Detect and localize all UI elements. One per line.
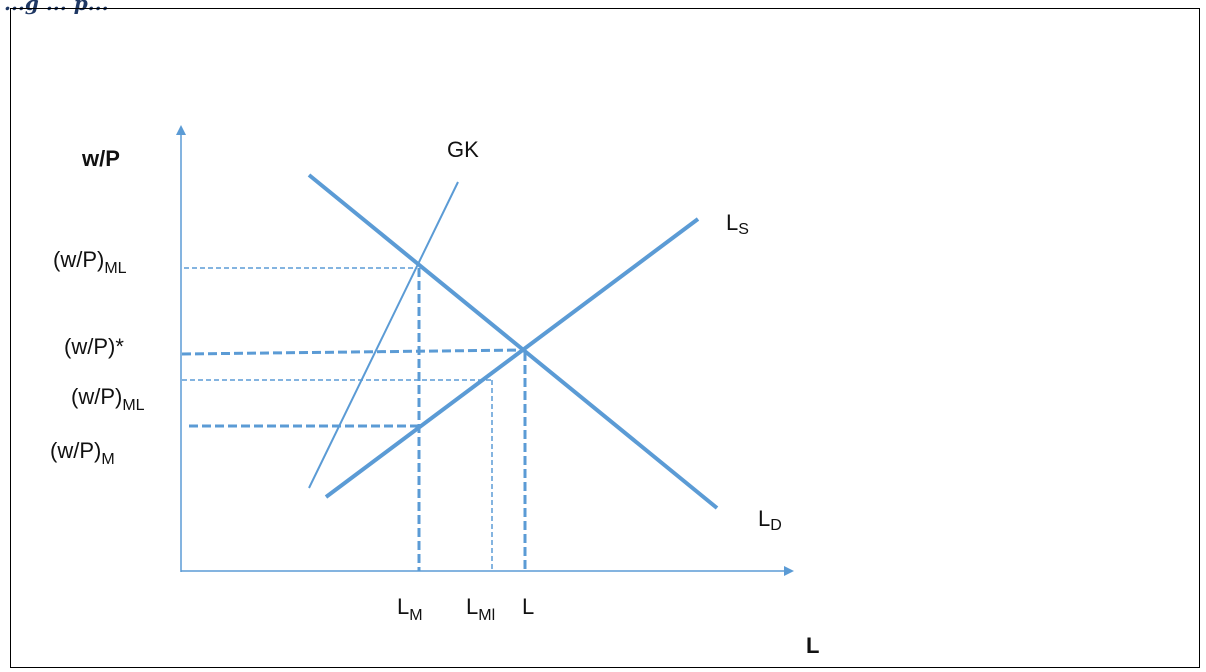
- y-label-star: (w/P)*: [64, 334, 124, 359]
- demand-label: LD: [758, 506, 782, 534]
- demand-curve: [307, 173, 719, 510]
- supply-label: LS: [726, 210, 749, 238]
- gk-curve: [308, 181, 459, 489]
- y-label-m: (w/P)M: [50, 438, 115, 468]
- y-label-ml-high: (w/P)ML: [53, 247, 127, 277]
- guide-star: [181, 348, 525, 356]
- x-axis-label: L: [806, 633, 819, 658]
- y-axis-label: w/P: [81, 146, 120, 171]
- page-caption-fragment: ...g ... p...: [4, 0, 109, 15]
- y-label-ml-low: (w/P)ML: [71, 384, 145, 414]
- x-label-lml: LMl: [466, 594, 495, 624]
- figure-frame: [10, 8, 1200, 668]
- supply-curve: [324, 217, 700, 499]
- gk-label: GK: [447, 137, 479, 162]
- x-label-l: L: [522, 594, 534, 619]
- x-label-lm: LM: [397, 594, 423, 624]
